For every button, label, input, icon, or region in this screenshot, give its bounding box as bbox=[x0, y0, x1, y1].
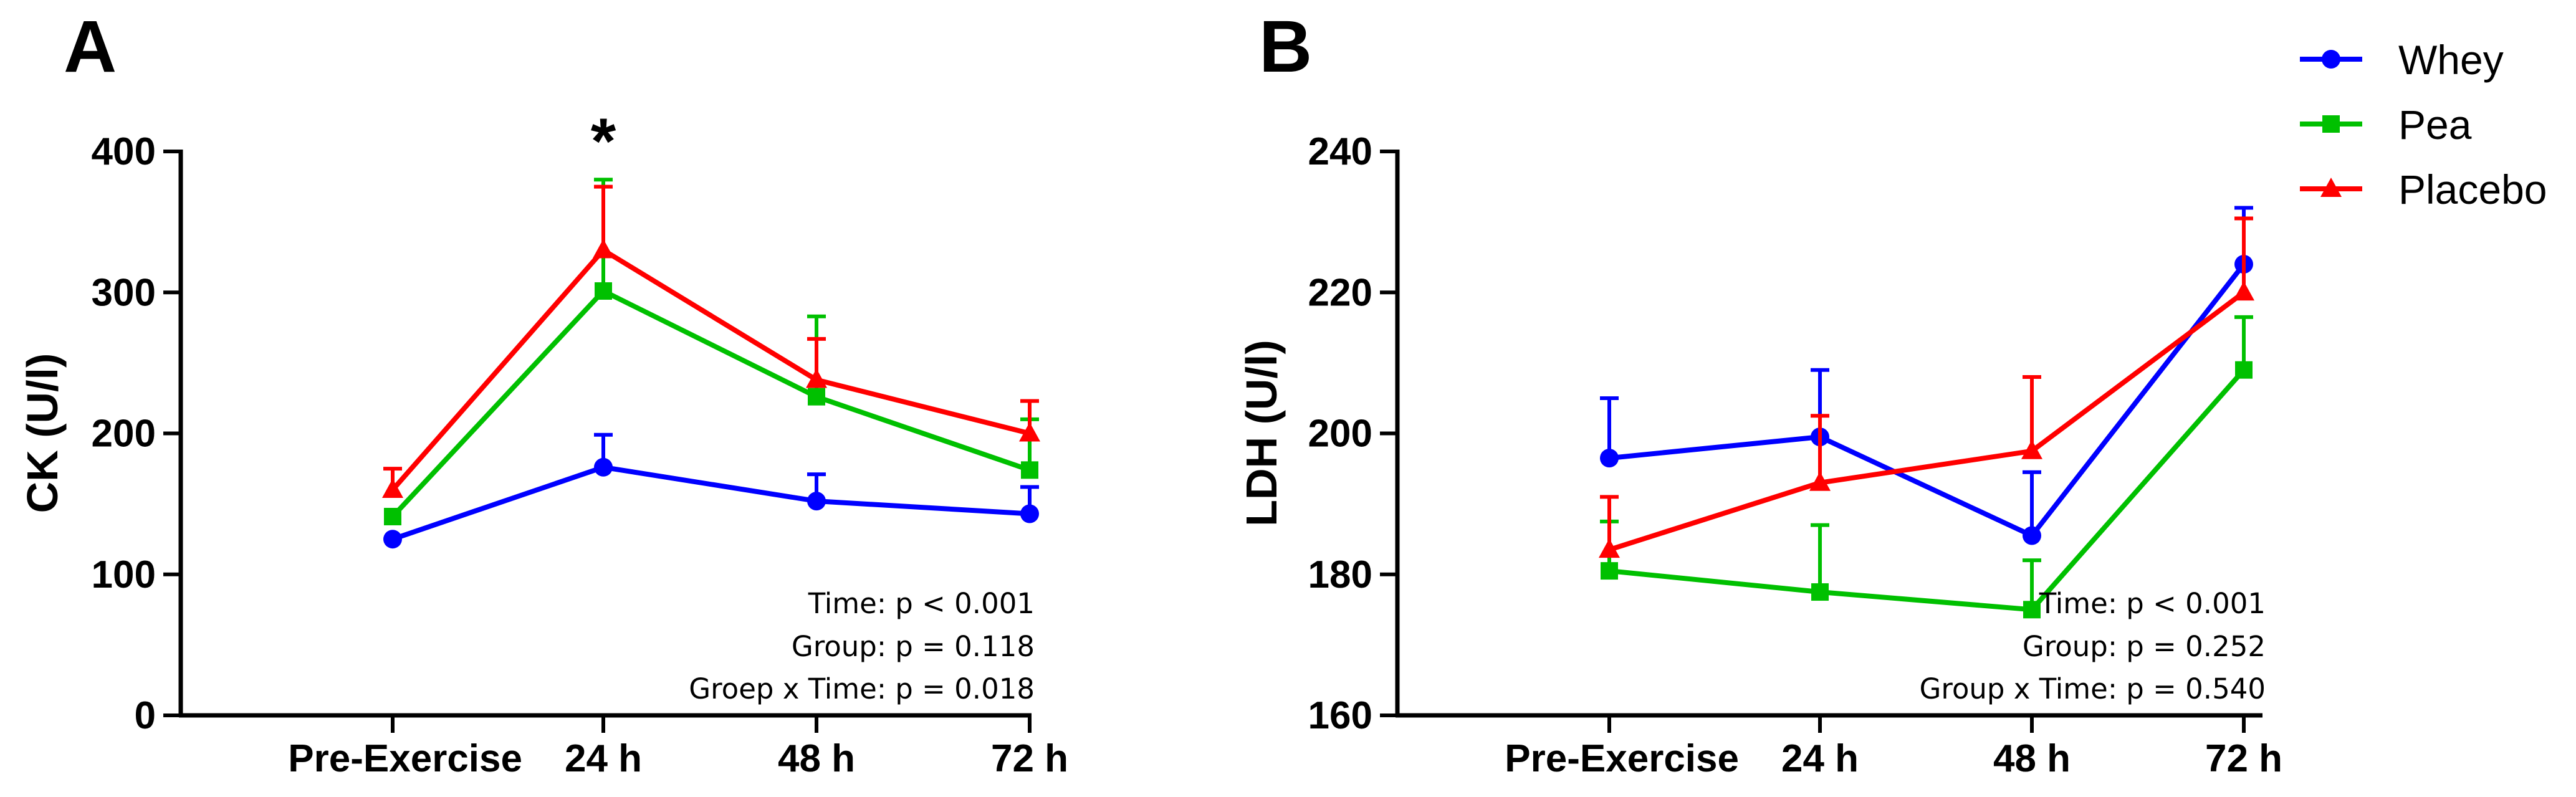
series-line bbox=[390, 247, 1030, 492]
legend-item-whey: Whey bbox=[2300, 37, 2504, 83]
data-point bbox=[807, 492, 826, 511]
legend-marker bbox=[2320, 178, 2342, 197]
series-placebo bbox=[1599, 216, 2254, 558]
legend-label: Placebo bbox=[2398, 166, 2547, 212]
data-point bbox=[2021, 439, 2042, 459]
data-point bbox=[382, 479, 403, 498]
panel-label: B bbox=[1259, 6, 1312, 88]
stats-text: Time: p < 0.001 bbox=[2039, 587, 2266, 620]
x-tick-label: Pre-Exercise bbox=[288, 737, 522, 780]
data-point bbox=[1019, 422, 1040, 442]
series-pea bbox=[384, 178, 1039, 525]
legend-marker bbox=[2322, 50, 2340, 69]
data-point bbox=[1600, 449, 1619, 468]
data-point bbox=[594, 457, 613, 477]
y-tick-label: 180 bbox=[1308, 553, 1372, 596]
x-tick-label: 72 h bbox=[2205, 737, 2282, 780]
data-point bbox=[806, 368, 827, 388]
legend-marker bbox=[2322, 115, 2340, 133]
legend-item-pea: Pea bbox=[2300, 102, 2472, 148]
data-point bbox=[384, 507, 401, 525]
significance-marker: * bbox=[591, 105, 616, 178]
data-point bbox=[2023, 526, 2041, 545]
series-line bbox=[1608, 290, 2246, 552]
data-point bbox=[1599, 538, 1620, 558]
legend: Whey Pea Placebo bbox=[2300, 37, 2547, 212]
legend-label: Pea bbox=[2398, 102, 2472, 148]
panel-b: B LDH (U/l) 160 180 200 220 240 Pre-Exercise 24 … bbox=[1237, 6, 2282, 780]
y-tick-label: 300 bbox=[92, 271, 156, 314]
data-point bbox=[383, 530, 402, 549]
legend-label: Whey bbox=[2398, 37, 2504, 83]
data-point bbox=[2023, 601, 2041, 619]
series-line bbox=[391, 464, 1030, 542]
data-point bbox=[1809, 471, 1831, 491]
series-whey bbox=[1600, 206, 2253, 545]
data-point bbox=[595, 282, 612, 300]
x-tick-label: 48 h bbox=[778, 737, 855, 780]
stats-text: Time: p < 0.001 bbox=[808, 587, 1035, 620]
x-tick-label: 24 h bbox=[1781, 737, 1859, 780]
series-whey bbox=[383, 432, 1039, 549]
panel-label: A bbox=[64, 6, 117, 88]
y-tick-label: 400 bbox=[92, 130, 156, 173]
data-point bbox=[593, 239, 614, 259]
y-axis-label: LDH (U/l) bbox=[1237, 340, 1286, 526]
y-tick-label: 240 bbox=[1308, 130, 1372, 173]
y-tick-label: 0 bbox=[135, 694, 156, 737]
series-placebo bbox=[382, 184, 1040, 498]
data-point bbox=[1811, 583, 1829, 601]
legend-item-placebo: Placebo bbox=[2300, 166, 2547, 212]
x-tick-label: 72 h bbox=[991, 737, 1068, 780]
series-line bbox=[1609, 262, 2246, 538]
data-point bbox=[1021, 461, 1038, 479]
series-line bbox=[1609, 368, 2246, 613]
x-tick-label: 48 h bbox=[1993, 737, 2071, 780]
x-tick-label: Pre-Exercise bbox=[1505, 737, 1739, 780]
y-tick-label: 200 bbox=[1308, 413, 1372, 456]
y-axis-label: CK (U/l) bbox=[18, 353, 67, 513]
data-point bbox=[1601, 562, 1618, 580]
stats-text: Group x Time: p = 0.540 bbox=[1919, 672, 2266, 705]
data-point bbox=[2233, 281, 2254, 301]
data-point bbox=[2235, 361, 2253, 379]
data-point bbox=[808, 388, 825, 406]
panel-a: A CK (U/l) 0 100 200 300 400 Pre-Exercise 24 h 48… bbox=[18, 6, 1068, 780]
stats-text: Group: p = 0.252 bbox=[2023, 630, 2266, 663]
x-tick-label: 24 h bbox=[565, 737, 642, 780]
y-tick-label: 200 bbox=[92, 413, 156, 456]
stats-text: Groep x Time: p = 0.018 bbox=[689, 672, 1035, 705]
series-line bbox=[391, 288, 1031, 518]
y-tick-label: 160 bbox=[1308, 694, 1372, 737]
y-tick-label: 100 bbox=[92, 553, 156, 596]
data-point bbox=[1020, 504, 1039, 523]
stats-text: Group: p = 0.118 bbox=[792, 630, 1035, 663]
y-tick-label: 220 bbox=[1308, 271, 1372, 314]
